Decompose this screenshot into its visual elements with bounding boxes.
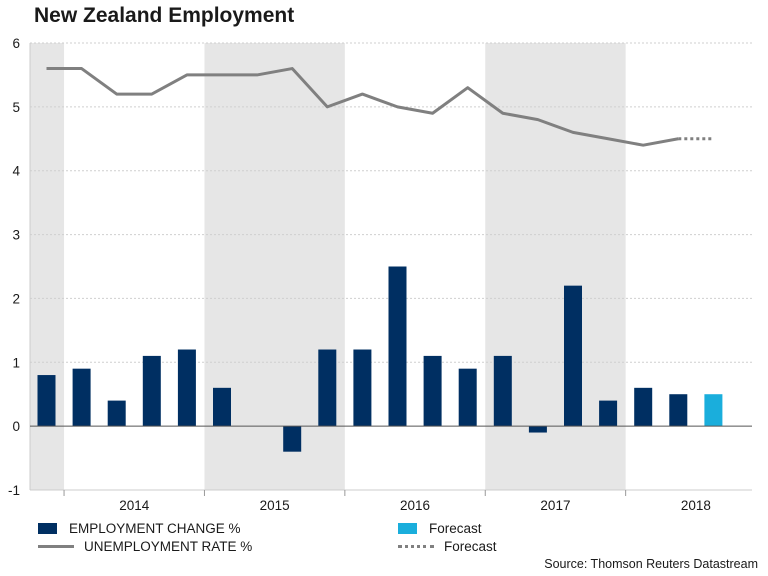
y-tick-label: 1 [12,355,20,370]
legend-label: UNEMPLOYMENT RATE % [84,539,253,554]
chart-title: New Zealand Employment [34,4,295,27]
bar [318,349,337,427]
legend-swatch [38,523,57,534]
y-tick-label: 4 [12,164,20,179]
legend-label: Forecast [444,539,497,554]
source-note: Source: Thomson Reuters Datastream [544,557,758,571]
bar [564,285,582,427]
bar [669,394,688,427]
bar [283,426,302,452]
bar [213,387,231,427]
legend-swatch [398,523,417,534]
bar-series [37,266,723,452]
legend-swatch [398,545,434,548]
bar [458,368,477,427]
bar [634,387,653,427]
bar [599,400,618,427]
bar [423,355,442,427]
bar [177,349,196,427]
x-tick-label: 2016 [400,498,430,513]
bar [37,375,56,427]
y-tick-label: 2 [12,291,20,306]
y-axis: -1 0 1 2 3 4 5 6 [8,36,31,498]
legend-unemployment-rate: UNEMPLOYMENT RATE % [38,539,252,554]
legend-employment-change: EMPLOYMENT CHANGE % [38,521,241,536]
legend-forecast-bar: Forecast [398,521,482,536]
bar [72,368,91,427]
x-tick-label: 2014 [119,498,150,513]
y-tick-label: 0 [12,419,20,434]
bar [107,400,126,427]
bar [704,394,723,427]
unemployment-line [46,67,679,147]
bar [142,355,161,427]
bar [353,349,372,427]
bar [493,355,512,427]
y-tick-label: -1 [8,483,20,498]
y-tick-label: 6 [12,36,20,51]
legend-swatch [38,545,74,548]
y-tick-label: 3 [12,228,20,243]
y-tick-label: 5 [12,100,20,115]
legend-label: Forecast [429,521,482,536]
bar [528,426,547,433]
legend-forecast-line: Forecast [398,539,497,554]
x-tick-label: 2015 [260,498,290,513]
x-tick-label: 2018 [681,498,711,513]
line-series [46,67,714,147]
legend-label: EMPLOYMENT CHANGE % [69,521,241,536]
x-axis: 2014 2015 2016 2017 2018 [30,489,752,513]
x-tick-label: 2017 [540,498,570,513]
bar [388,266,407,427]
